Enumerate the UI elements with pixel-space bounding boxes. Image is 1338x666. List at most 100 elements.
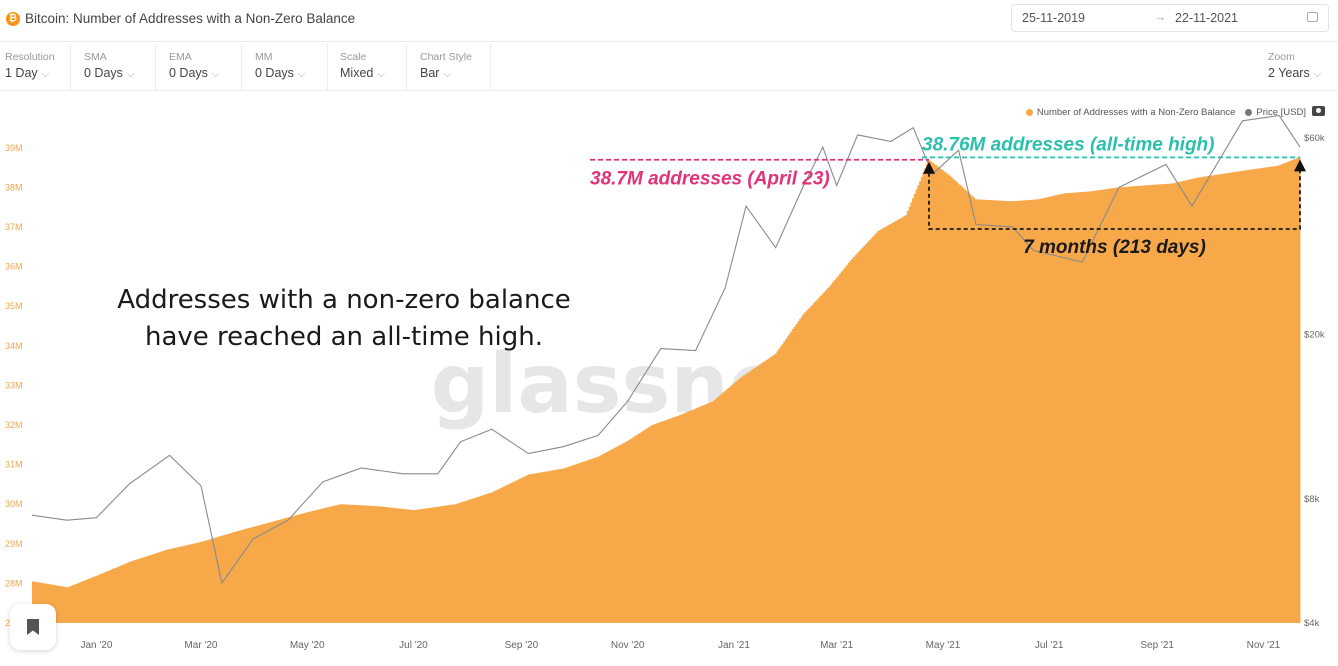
bar: [393, 508, 396, 623]
chart-style-select[interactable]: Chart Style Bar ⌵: [415, 43, 491, 90]
bar: [522, 477, 525, 623]
bar: [1000, 200, 1004, 624]
calendar-icon[interactable]: [1307, 12, 1318, 22]
bar: [1099, 189, 1103, 623]
date-end-input[interactable]: 22-11-2021: [1175, 11, 1239, 25]
bar: [1021, 200, 1024, 623]
bar: [1014, 201, 1017, 623]
zoom-select[interactable]: Zoom 2 Years ⌵: [1263, 43, 1335, 90]
x-tick-label: Sep '20: [505, 640, 539, 651]
bar: [186, 544, 189, 623]
bar: [901, 217, 904, 623]
bar: [472, 498, 475, 623]
date-range-picker[interactable]: 25-11-2019 → 22-11-2021: [1011, 4, 1329, 32]
bar: [1124, 186, 1127, 623]
bar: [668, 418, 671, 623]
bar: [738, 378, 741, 623]
bar: [1112, 188, 1115, 623]
bookmark-button[interactable]: [10, 604, 56, 650]
bar: [576, 463, 579, 623]
bar: [654, 423, 657, 623]
bar: [1188, 179, 1191, 623]
bar: [786, 336, 790, 623]
x-tick-label: Nov '21: [1247, 640, 1281, 651]
bar: [249, 527, 252, 623]
bar: [233, 531, 236, 623]
chevron-down-icon: ⌵: [1313, 69, 1322, 80]
mm-select[interactable]: MM 0 Days ⌵: [250, 43, 328, 90]
bar: [414, 509, 417, 623]
bar: [315, 510, 318, 623]
y-left-tick-label: 36M: [5, 262, 23, 272]
bar: [703, 404, 706, 623]
bar: [889, 224, 892, 623]
legend-item-price[interactable]: Price [USD]: [1245, 107, 1306, 118]
bar: [325, 507, 329, 623]
bar: [1127, 186, 1130, 623]
bar: [1155, 184, 1158, 623]
x-tick-label: Mar '20: [184, 640, 217, 651]
bar: [811, 304, 814, 623]
bar: [1192, 178, 1195, 623]
bar: [997, 200, 1000, 624]
bar: [106, 571, 109, 623]
bar: [979, 199, 983, 623]
bar: [198, 542, 202, 623]
bar: [818, 297, 821, 623]
bar: [405, 509, 409, 623]
scale-select[interactable]: Scale Mixed ⌵: [335, 43, 407, 90]
bar: [640, 431, 643, 623]
bar: [332, 505, 336, 623]
scale-value: Mixed: [340, 66, 374, 80]
bar: [665, 420, 668, 623]
date-start-input[interactable]: 25-11-2019: [1022, 11, 1086, 25]
legend-item-addresses[interactable]: Number of Addresses with a Non-Zero Bala…: [1025, 107, 1235, 118]
bar: [56, 585, 59, 623]
bar: [94, 576, 97, 623]
bar: [63, 586, 66, 623]
bar: [442, 505, 445, 623]
bar: [303, 513, 306, 623]
bar: [115, 567, 118, 623]
bar: [1273, 166, 1277, 623]
bar: [581, 462, 584, 623]
bar: [1258, 168, 1261, 623]
bar: [938, 167, 941, 623]
bar: [289, 516, 292, 623]
bar: [319, 509, 322, 623]
resolution-select[interactable]: Resolution 1 Day ⌵: [0, 43, 71, 90]
bar: [969, 194, 972, 623]
bar: [350, 504, 353, 623]
bar: [245, 528, 249, 623]
bar: [816, 299, 819, 623]
bar: [419, 509, 423, 623]
bar: [797, 321, 800, 623]
bar: [152, 554, 155, 623]
bar: [454, 504, 457, 623]
bar: [833, 280, 837, 623]
bar: [741, 376, 744, 623]
bar: [112, 568, 115, 623]
bar: [863, 245, 866, 623]
bar: [513, 481, 516, 623]
bar: [764, 360, 767, 623]
bar: [936, 166, 939, 623]
ema-select[interactable]: EMA 0 Days ⌵: [164, 43, 242, 90]
bar: [743, 375, 746, 623]
bar: [428, 507, 431, 623]
bar: [886, 226, 889, 624]
y-left-tick-label: 28M: [5, 578, 23, 588]
bar: [482, 495, 485, 623]
sma-select[interactable]: SMA 0 Days ⌵: [79, 43, 156, 90]
x-tick-label: Jul '21: [1035, 640, 1064, 651]
bar: [1039, 198, 1042, 624]
bar: [712, 401, 715, 623]
bar: [1152, 184, 1155, 623]
bar: [37, 582, 40, 623]
bar: [89, 578, 92, 623]
camera-icon[interactable]: [1312, 106, 1325, 116]
bar: [124, 563, 127, 623]
bar: [726, 389, 729, 623]
bar: [416, 509, 419, 623]
bar: [856, 253, 859, 624]
